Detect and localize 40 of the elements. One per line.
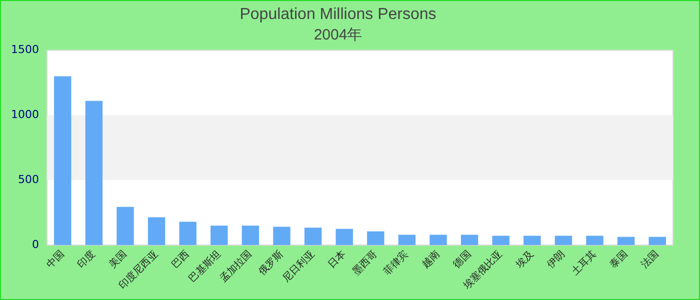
- bar: [148, 217, 166, 246]
- x-tick-label: 墨西哥: [350, 248, 380, 278]
- bar: [179, 222, 196, 246]
- x-tick-label: 德国: [452, 248, 474, 270]
- y-tick-label: 0: [32, 238, 39, 252]
- x-tick-label: 日本: [326, 248, 348, 270]
- bar: [116, 206, 134, 246]
- x-tick-label: 中国: [44, 248, 67, 270]
- x-tick-label: 泰国: [608, 248, 630, 270]
- x-tick-label: 法国: [638, 248, 662, 270]
- bar: [210, 226, 228, 246]
- x-tick-label: 巴西: [170, 248, 192, 270]
- x-tick-label: 美国: [106, 248, 130, 270]
- bar: [273, 226, 290, 246]
- bar: [304, 228, 322, 246]
- x-tick-label: 印度: [75, 248, 98, 270]
- bar: [85, 100, 103, 246]
- x-tick-label: 伊朗: [544, 248, 568, 270]
- bar: [554, 236, 572, 246]
- x-tick-label: 土耳其: [569, 248, 599, 278]
- bar: [430, 234, 447, 246]
- bar: [492, 236, 510, 246]
- x-tick-label: 菲律宾: [381, 248, 411, 278]
- y-tick-label: 1500: [10, 43, 39, 56]
- y-tick-label: 1000: [10, 108, 39, 122]
- y-tick-label: 500: [18, 173, 39, 186]
- bar: [54, 76, 72, 246]
- bar: [398, 234, 416, 246]
- x-tick-label: 越南: [420, 248, 442, 270]
- bar: [648, 236, 666, 246]
- bar: [617, 236, 635, 246]
- chart-title: Population Millions Persons: [240, 6, 436, 24]
- bar: [367, 231, 384, 246]
- x-tick-label: 埃及: [512, 248, 536, 272]
- bar: [460, 234, 478, 246]
- bar: [586, 236, 604, 246]
- chart-subtitle: 2004年: [314, 26, 362, 44]
- bar: [524, 236, 541, 246]
- bar: [242, 226, 260, 246]
- bar: [336, 228, 353, 246]
